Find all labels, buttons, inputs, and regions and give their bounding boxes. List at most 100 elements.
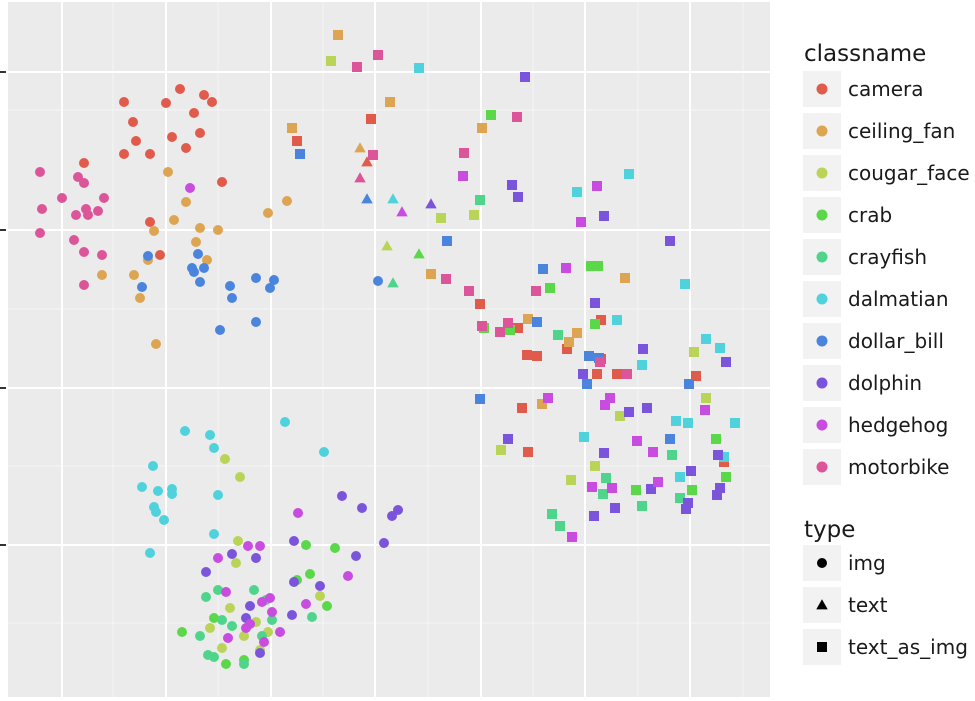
legend-circle-icon	[816, 335, 828, 347]
point-camera-text_as_img	[592, 369, 602, 379]
point-crab-text_as_img	[687, 485, 697, 495]
point-camera-img	[217, 177, 227, 187]
point-hedgehog-text_as_img	[653, 477, 663, 487]
legend-item-label: crayfish	[848, 245, 927, 269]
point-dalmatian-img	[153, 486, 163, 496]
point-camera-img	[207, 97, 217, 107]
point-dalmatian-img	[148, 461, 158, 471]
point-hedgehog-text_as_img	[458, 171, 468, 181]
legend-circle-icon	[816, 293, 828, 305]
point-dolphin-text_as_img	[715, 483, 725, 493]
point-dalmatian-text_as_img	[572, 187, 582, 197]
legend-item-label: text_as_img	[848, 635, 968, 659]
point-hedgehog-text	[396, 206, 408, 217]
point-crayfish-text	[387, 277, 399, 288]
point-camera-img	[189, 108, 199, 118]
point-camera-img	[199, 90, 209, 100]
point-crayfish-img	[195, 631, 205, 641]
point-ceiling_fan-img	[282, 196, 292, 206]
point-hedgehog-text_as_img	[632, 436, 642, 446]
point-crayfish-text_as_img	[475, 195, 485, 205]
point-crayfish-img	[307, 612, 317, 622]
point-motorbike-text_as_img	[531, 286, 541, 296]
point-motorbike-img	[93, 206, 103, 216]
point-dollar_bill-img	[225, 281, 235, 291]
point-crab-img	[221, 659, 231, 669]
point-ceiling_fan-text_as_img	[385, 97, 395, 107]
point-ceiling_fan-img	[169, 215, 179, 225]
point-dalmatian-text_as_img	[675, 472, 685, 482]
point-dolphin-text_as_img	[665, 236, 675, 246]
point-dolphin-img	[393, 505, 403, 515]
point-dollar_bill-img	[137, 282, 147, 292]
point-ceiling_fan-text_as_img	[564, 337, 574, 347]
point-dalmatian-text_as_img	[612, 315, 622, 325]
point-ceiling_fan-img	[129, 270, 139, 280]
point-dalmatian-text_as_img	[719, 452, 729, 462]
point-crab-text_as_img	[486, 110, 496, 120]
point-ceiling_fan-img	[195, 223, 205, 233]
point-dolphin-img	[315, 581, 325, 591]
point-dolphin-text_as_img	[642, 403, 652, 413]
point-camera-text_as_img	[292, 136, 302, 146]
point-crayfish-text_as_img	[601, 473, 611, 483]
point-crab-text_as_img	[711, 434, 721, 444]
point-dolphin-img	[351, 551, 361, 561]
legend-item-label: dollar_bill	[848, 329, 944, 353]
point-dalmatian-img	[159, 515, 169, 525]
point-dalmatian-img	[209, 529, 219, 539]
point-crayfish-img	[217, 615, 227, 625]
point-motorbike-img	[57, 193, 67, 203]
point-camera-img	[145, 217, 155, 227]
point-dollar_bill-img	[227, 293, 237, 303]
point-dollar_bill-img	[189, 267, 199, 277]
point-dolphin-text_as_img	[681, 504, 691, 514]
legend-item-label: cougar_face	[848, 161, 970, 185]
point-dolphin-text_as_img	[589, 511, 599, 521]
legend-item-label: ceiling_fan	[848, 119, 955, 143]
legend-shape: type img text text_as_img	[803, 517, 968, 665]
legend-item-ceiling_fan: ceiling_fan	[803, 113, 955, 149]
point-crayfish-text_as_img	[547, 509, 557, 519]
point-dolphin-img	[251, 553, 261, 563]
point-hedgehog-text_as_img	[592, 181, 602, 191]
legend-item-label: motorbike	[848, 455, 949, 479]
point-cougar_face-text_as_img	[566, 475, 576, 485]
point-dalmatian-img	[280, 417, 290, 427]
point-camera-img	[195, 128, 205, 138]
point-dolphin-img	[289, 577, 299, 587]
point-camera-text_as_img	[612, 369, 622, 379]
point-dollar_bill-img	[373, 276, 383, 286]
point-camera-text_as_img	[532, 351, 542, 361]
legend-circle-icon	[816, 209, 828, 221]
legend-item-crayfish: crayfish	[803, 239, 927, 275]
point-crayfish-img	[227, 621, 237, 631]
legend-item-dalmatian: dalmatian	[803, 281, 949, 317]
circle-icon	[817, 558, 827, 568]
point-crab-text_as_img	[590, 319, 600, 329]
legend-item-motorbike: motorbike	[803, 449, 949, 485]
square-icon	[817, 642, 827, 652]
point-dolphin-text_as_img	[513, 192, 523, 202]
point-dollar_bill-img	[193, 249, 203, 259]
point-camera-text	[361, 156, 373, 167]
point-cougar_face-img	[239, 631, 249, 641]
point-dollar_bill-text_as_img	[538, 264, 548, 274]
point-hedgehog-img	[185, 183, 195, 193]
point-dolphin-text_as_img	[610, 503, 620, 513]
point-motorbike-text_as_img	[373, 50, 383, 60]
point-dolphin-img	[255, 648, 265, 658]
point-camera-text_as_img	[522, 350, 532, 360]
point-cougar_face-img	[233, 536, 243, 546]
point-dolphin-text_as_img	[624, 407, 634, 417]
point-cougar_face-img	[315, 591, 325, 601]
point-dolphin-img	[337, 491, 347, 501]
point-motorbike-text_as_img	[595, 357, 605, 367]
point-dollar_bill-img	[195, 277, 205, 287]
point-dolphin-text_as_img	[599, 211, 609, 221]
point-hedgehog-img	[343, 571, 353, 581]
point-camera-text_as_img	[596, 315, 606, 325]
point-hedgehog-img	[223, 633, 233, 643]
point-dolphin-img	[201, 567, 211, 577]
